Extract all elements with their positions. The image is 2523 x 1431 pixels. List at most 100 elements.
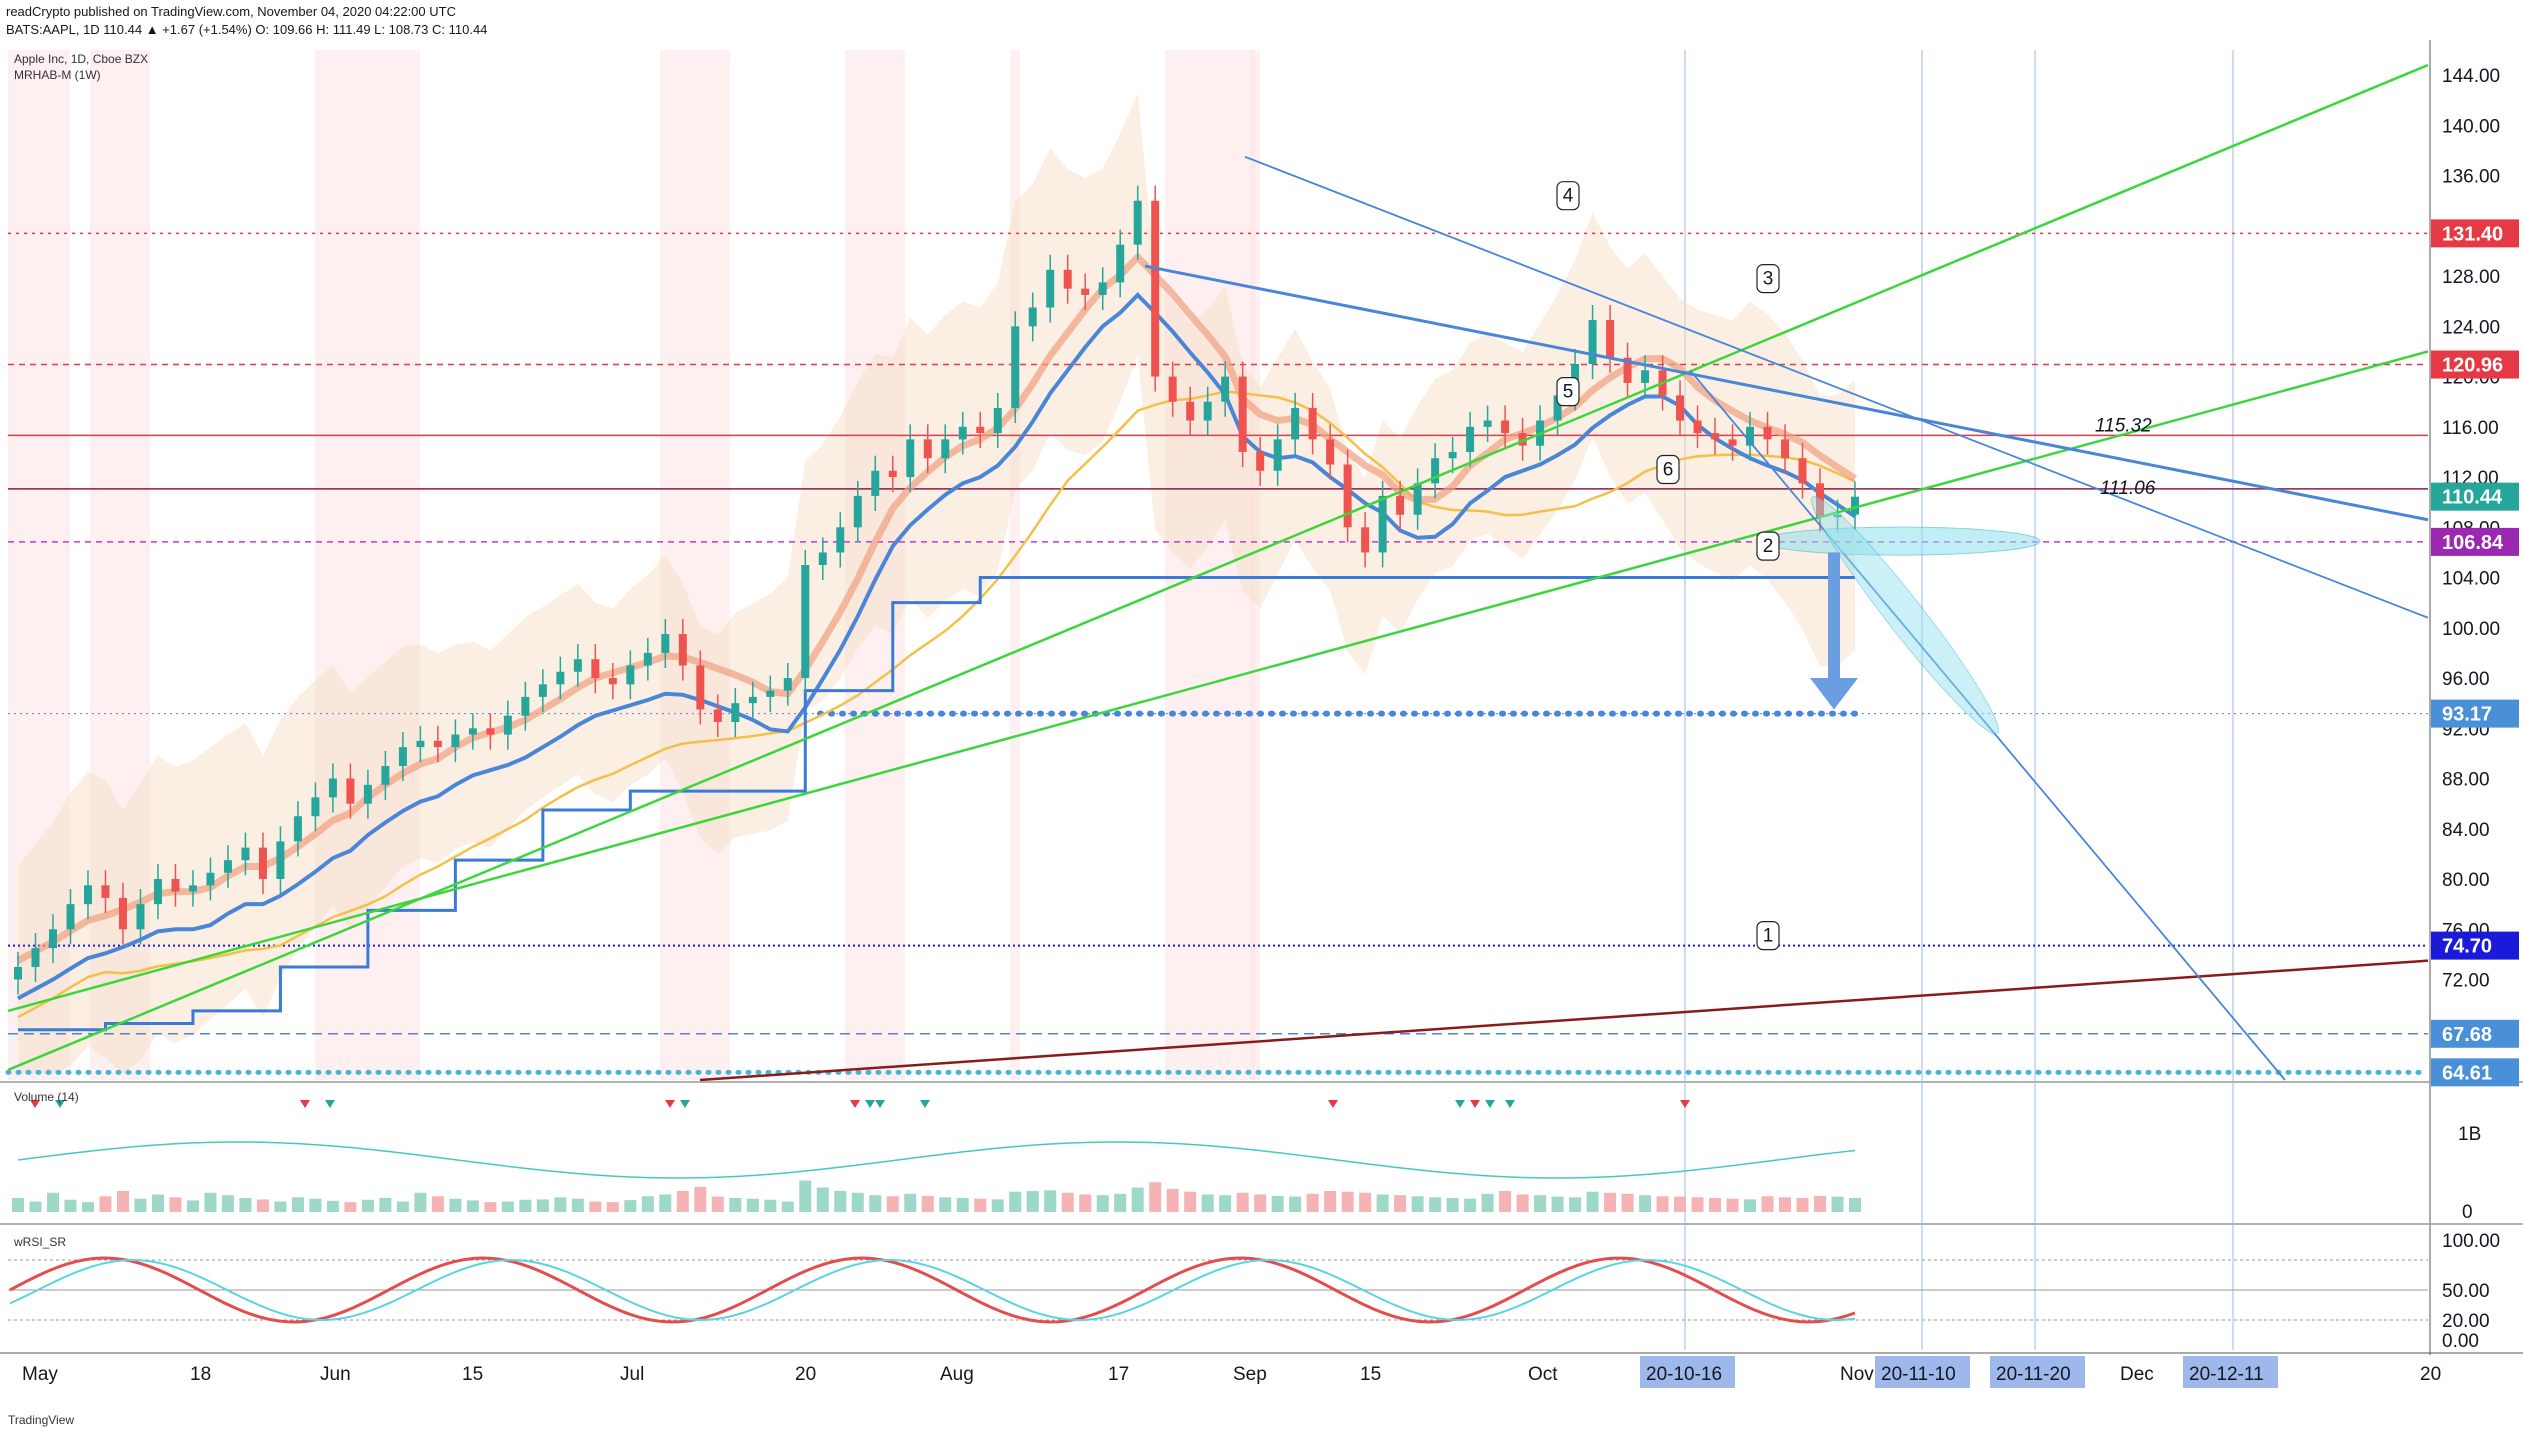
volume-signal-marker [875,1100,885,1108]
time-axis-tick: May [22,1364,58,1385]
callout-box [1556,377,1580,407]
volume-bar [1061,1192,1074,1212]
volume-bar [1359,1192,1372,1212]
tradingview-brand[interactable]: TradingView [8,1413,75,1427]
volume-tick: 0 [2462,1202,2473,1223]
candle-body [1273,439,1282,471]
volume-signal-marker [850,1100,860,1108]
volume-bar [1814,1195,1827,1212]
volume-bar [449,1198,462,1212]
candle-body [1081,288,1090,295]
volume-bar [991,1199,1004,1212]
volume-bar [431,1196,444,1212]
candle-body [258,847,267,880]
envelope-band [18,93,1855,1074]
volume-bar [1674,1196,1687,1212]
rsi-tick: 50.00 [2442,1281,2490,1302]
publish-header: readCrypto published on TradingView.com,… [6,4,456,19]
volume-bar [81,1202,94,1212]
volume-bar [256,1199,269,1212]
volume-bar [1656,1196,1669,1212]
volume-signal-marker [1680,1100,1690,1108]
volume-bar [1411,1196,1424,1212]
volume-signal-marker [1485,1100,1495,1108]
candle-body [433,740,442,748]
volume-signal-marker [665,1100,675,1108]
candle-body [696,665,705,710]
volume-bar [379,1198,392,1212]
volume-bar [1306,1193,1319,1212]
candle-body [1291,407,1300,440]
volume-bar [1551,1196,1564,1212]
candle-body [801,565,810,679]
volume-bar [781,1201,794,1212]
ma-salmon-line [16,252,1857,964]
candle-body [1413,483,1422,515]
price-axis-tick: 124.00 [2442,317,2500,338]
volume-bar [606,1202,619,1212]
candle-body [836,527,845,553]
price-axis-tick: 96.00 [2442,669,2490,690]
candle-body [958,426,967,440]
candle-body [416,740,425,748]
volume-bar [1499,1191,1512,1212]
candle-body [888,470,897,478]
volume-signal-marker [55,1100,65,1108]
candle-body [346,778,355,804]
volume-bar [46,1192,59,1212]
candle-body [906,439,915,478]
price-label-text: 131.40 [2442,223,2503,245]
candle-body [1361,527,1370,553]
highlight-band [315,50,420,1080]
candle-body [1553,395,1562,421]
candle-body [1063,269,1072,289]
volume-bar [659,1194,672,1212]
volume-bar [869,1195,882,1212]
time-highlight-box [1875,1356,1970,1388]
volume-bar [1324,1191,1337,1212]
time-axis-tick: Sep [1233,1364,1267,1385]
volume-bar [886,1196,899,1212]
volume-bar [1464,1198,1477,1212]
candle-body [713,709,722,723]
candle-body [503,715,512,735]
volume-bar [116,1191,129,1212]
time-highlight-text: 20-10-16 [1646,1364,1722,1385]
volume-signal-marker [325,1100,335,1108]
ma-blue-line [17,292,1857,1001]
volume-bar [1621,1193,1634,1212]
volume-bar [99,1196,112,1212]
candle-body [1623,357,1632,383]
volume-bar [239,1198,252,1212]
price-axis-tick: 136.00 [2442,167,2500,188]
volume-signal-marker [680,1100,690,1108]
volume-signal-marker [300,1100,310,1108]
candle-body [48,929,57,949]
candle-body [853,495,862,528]
dark-red-trendline [699,959,2429,1082]
volume-bar [1709,1198,1722,1212]
volume-bar [834,1191,847,1212]
candle-body [993,407,1002,434]
volume-bar [309,1198,322,1212]
blue-downtrend-upper [1244,155,2429,619]
candle-body [748,696,757,704]
candle-body [591,659,600,679]
price-label-box [2431,1019,2519,1048]
volume-signal-marker [865,1100,875,1108]
candle-body [1728,439,1737,446]
time-axis-tick: Nov [1840,1364,1874,1385]
candle-body [381,765,390,785]
time-axis-tick: Oct [1528,1364,1558,1385]
volume-bar [1534,1195,1547,1212]
candle-body [1781,439,1790,459]
callout-label: 2 [1763,536,1774,557]
candle-body [766,690,775,697]
ma-orange-line [17,390,1856,1019]
rsi-tick: 20.00 [2442,1311,2490,1332]
candle-body [398,747,407,766]
volume-bar [291,1197,304,1212]
candle-body [171,879,180,892]
level-text-115: 115.32 [2095,415,2152,436]
